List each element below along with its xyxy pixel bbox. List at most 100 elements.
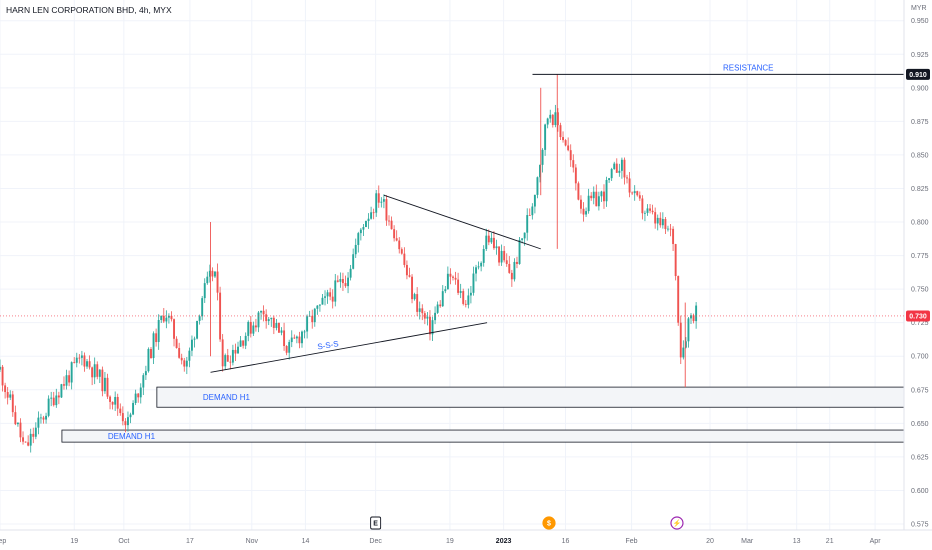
candle-body (595, 191, 598, 207)
candle-body (139, 387, 142, 398)
candle-body (265, 314, 268, 322)
candle-body (659, 217, 662, 226)
candle-body (531, 206, 534, 216)
candle-body (556, 112, 559, 126)
candle-body (592, 191, 595, 199)
x-tick-label: 17 (186, 538, 194, 545)
candle-body (288, 342, 291, 353)
demand-zones[interactable]: DEMAND H1 DEMAND H1 (61, 386, 905, 443)
dividend-icon[interactable] (542, 516, 556, 530)
candle-body (103, 377, 106, 392)
y-tick-label: 0.825 (911, 186, 929, 193)
candle-body (375, 193, 378, 213)
candle-body (219, 292, 222, 340)
candle-body (121, 413, 124, 422)
candle-body (464, 303, 467, 305)
candle-body (318, 304, 321, 306)
candle-body (597, 196, 600, 207)
split-icon[interactable] (670, 516, 684, 530)
candle-body (157, 319, 160, 343)
candle-body (628, 178, 631, 193)
candle-body (196, 320, 199, 339)
candle-body (206, 276, 209, 284)
candle-body (413, 294, 416, 300)
candle-body (185, 360, 188, 367)
candle-body (382, 199, 385, 202)
x-tick-label: Mar (741, 538, 754, 545)
candle-body (667, 228, 669, 230)
candle-body (347, 277, 350, 287)
candle-body (301, 331, 303, 344)
candle-body (518, 239, 521, 264)
candle-body (434, 312, 437, 321)
candle-body (380, 201, 383, 203)
candle-body (144, 371, 147, 376)
candle-body (27, 442, 30, 446)
candle-body (362, 227, 365, 230)
x-tick-label: 14 (302, 538, 310, 545)
candle-body (646, 208, 649, 213)
candle-body (390, 220, 393, 230)
candle-body (211, 270, 214, 277)
candle-body (388, 220, 390, 222)
earnings-icon[interactable] (370, 516, 382, 530)
triangle-lower-trendline[interactable] (210, 322, 488, 373)
candle-body (254, 325, 257, 328)
candle-body (39, 417, 42, 419)
candle-body (587, 195, 590, 212)
candle-body (242, 340, 245, 346)
candle-body (416, 294, 419, 312)
candle-body (239, 340, 242, 347)
candle-body (541, 149, 544, 165)
candle-body (283, 330, 286, 347)
x-tick-label: 16 (562, 538, 570, 545)
candle-body (579, 199, 582, 209)
candle-body (677, 276, 680, 323)
candle-body (193, 338, 196, 340)
candle-body (674, 244, 677, 277)
candle-body (98, 369, 101, 377)
y-tick-label: 0.600 (911, 488, 929, 495)
candle-body (682, 347, 685, 358)
candle-body (649, 208, 652, 211)
candle-body (610, 169, 613, 179)
candle-body (336, 280, 339, 282)
time-axis[interactable]: Sep 19 Oct 17 Nov 14 Dec 19 2023 16 Feb 20 Mar 13 21 Ap… (0, 529, 932, 545)
demand-zone[interactable] (61, 429, 905, 443)
candle-body (129, 414, 132, 418)
candle-body (577, 183, 580, 200)
candle-body (326, 292, 329, 297)
candle-body (134, 393, 137, 403)
candle-body (457, 279, 460, 293)
x-tick-label: Apr (870, 538, 882, 545)
triangle-upper-trendline[interactable] (383, 194, 541, 250)
candle-body (344, 283, 347, 287)
candle-body (454, 277, 457, 280)
candle-body (505, 260, 508, 264)
candle-body (372, 212, 375, 214)
demand-zone[interactable] (156, 386, 905, 408)
candle-body (631, 192, 634, 194)
candle-body (477, 266, 480, 268)
trend-drawings[interactable]: RESISTANCE S-S-S (210, 63, 904, 373)
candle-body (495, 246, 498, 249)
candle-body (198, 316, 201, 321)
candle-body (459, 291, 462, 293)
resistance-price-label: 0.910 (909, 72, 927, 79)
candle-body (329, 292, 332, 297)
candle-body (262, 310, 265, 315)
candle-body (290, 337, 293, 343)
y-tick-label: 0.875 (911, 119, 929, 126)
x-tick-label: 20 (706, 538, 714, 545)
candle-body (423, 313, 426, 319)
candle-body (178, 348, 181, 358)
event-markers[interactable]: E $ ⚡ (370, 516, 684, 530)
price-axis[interactable]: 0.575 0.600 0.625 0.650 0.675 0.700 0.725 0.750… (0, 0, 930, 530)
x-tick-label: Feb (626, 538, 638, 545)
candle-body (564, 140, 567, 146)
candle-body (231, 349, 234, 363)
candle-body (549, 114, 552, 119)
candle-body (306, 316, 309, 332)
